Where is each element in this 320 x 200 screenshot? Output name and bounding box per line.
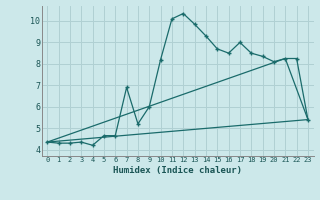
X-axis label: Humidex (Indice chaleur): Humidex (Indice chaleur) <box>113 166 242 175</box>
